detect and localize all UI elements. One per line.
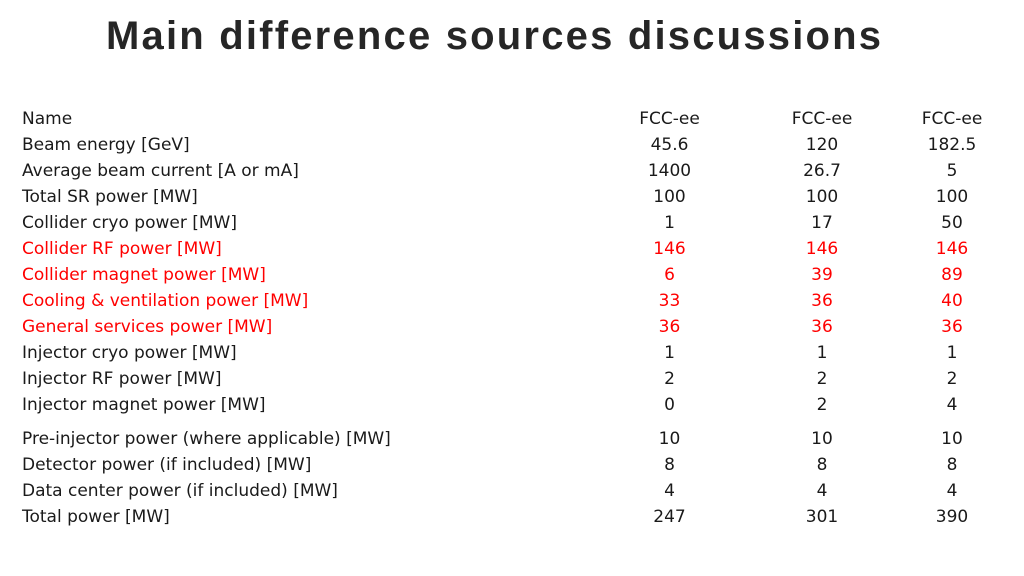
row-value-cell: 36: [658, 317, 681, 337]
table-row-total-power: Total power [MW] 247 301 390: [16, 504, 992, 530]
table-row-total-sr-power: Total SR power [MW] 100 100 100: [16, 184, 992, 210]
row-value-cell: 33: [658, 291, 681, 311]
table-row-injector-cryo-power: Injector cryo power [MW] 1 1 1: [16, 340, 992, 366]
table-row-collider-magnet-power: Collider magnet power [MW] 6 39 89: [16, 262, 992, 288]
power-comparison-table: Name FCC-ee FCC-ee FCC-ee Beam energy [G…: [16, 106, 992, 530]
table-row-general-services-power: General services power [MW] 36 36 36: [16, 314, 992, 340]
table-row-injector-rf-power: Injector RF power [MW] 2 2 2: [16, 366, 992, 392]
header-name-cell: Name: [22, 109, 73, 129]
row-name-cell: Collider magnet power [MW]: [22, 265, 266, 285]
row-value-cell: 8: [816, 455, 828, 475]
row-value-cell: 5: [946, 161, 958, 181]
row-value-cell: 39: [811, 265, 833, 285]
row-value-cell: 182.5: [927, 135, 977, 155]
row-name-cell: Injector cryo power [MW]: [22, 343, 237, 363]
row-value-cell: 247: [653, 507, 686, 527]
table-row-data-center-power: Data center power (if included) [MW] 4 4…: [16, 478, 992, 504]
row-name-cell: Injector RF power [MW]: [22, 369, 222, 389]
row-value-cell: 4: [664, 481, 675, 501]
header-column-2: FCC-ee: [791, 109, 853, 129]
row-name-cell: Detector power (if included) [MW]: [22, 455, 312, 475]
table-row-average-beam-current: Average beam current [A or mA] 1400 26.7…: [16, 158, 992, 184]
table-row-pre-injector-power: Pre-injector power (where applicable) [M…: [16, 418, 992, 452]
table-header-row: Name FCC-ee FCC-ee FCC-ee: [16, 106, 992, 132]
row-name-cell: Average beam current [A or mA]: [22, 161, 299, 181]
row-name-cell: Injector magnet power [MW]: [22, 395, 266, 415]
table-row-cooling-ventilation-power: Cooling & ventilation power [MW] 33 36 4…: [16, 288, 992, 314]
row-value-cell: 4: [946, 481, 958, 501]
row-name-cell: Cooling & ventilation power [MW]: [22, 291, 309, 311]
row-value-cell: 2: [816, 369, 828, 389]
row-value-cell: 1: [816, 343, 828, 363]
row-name-cell: Data center power (if included) [MW]: [22, 481, 338, 501]
row-value-cell: 120: [805, 135, 839, 155]
row-value-cell: 50: [941, 213, 963, 233]
row-value-cell: 2: [946, 369, 958, 389]
row-value-cell: 1: [946, 343, 958, 363]
row-value-cell: 45.6: [650, 135, 689, 155]
row-value-cell: 100: [653, 187, 686, 207]
row-value-cell: 10: [941, 429, 963, 449]
row-value-cell: 89: [941, 265, 963, 285]
row-value-cell: 2: [664, 369, 675, 389]
row-value-cell: 8: [664, 455, 675, 475]
row-value-cell: 10: [811, 429, 833, 449]
row-name-cell: Collider RF power [MW]: [22, 239, 222, 259]
row-value-cell: 100: [805, 187, 839, 207]
slide-title: Main difference sources discussions: [106, 14, 884, 58]
table-row-detector-power: Detector power (if included) [MW] 8 8 8: [16, 452, 992, 478]
row-value-cell: 6: [664, 265, 675, 285]
row-value-cell: 40: [941, 291, 963, 311]
table-row-collider-cryo-power: Collider cryo power [MW] 1 17 50: [16, 210, 992, 236]
row-value-cell: 36: [941, 317, 963, 337]
row-value-cell: 390: [935, 507, 969, 527]
row-value-cell: 17: [811, 213, 833, 233]
row-value-cell: 36: [811, 317, 833, 337]
row-value-cell: 10: [658, 429, 681, 449]
row-value-cell: 26.7: [803, 161, 841, 181]
row-value-cell: 8: [946, 455, 958, 475]
row-value-cell: 4: [946, 395, 958, 415]
row-name-cell: Pre-injector power (where applicable) [M…: [22, 429, 391, 449]
row-value-cell: 0: [664, 395, 675, 415]
header-column-1: FCC-ee: [639, 109, 700, 129]
row-name-cell: Total power [MW]: [22, 507, 170, 527]
row-name-cell: Collider cryo power [MW]: [22, 213, 237, 233]
row-value-cell: 301: [805, 507, 839, 527]
row-value-cell: 1400: [647, 161, 692, 181]
row-value-cell: 1: [664, 343, 675, 363]
row-value-cell: 146: [805, 239, 839, 259]
row-value-cell: 146: [935, 239, 969, 259]
table-row-injector-magnet-power: Injector magnet power [MW] 0 2 4: [16, 392, 992, 418]
row-value-cell: 4: [816, 481, 828, 501]
row-name-cell: Beam energy [GeV]: [22, 135, 190, 155]
row-name-cell: Total SR power [MW]: [22, 187, 198, 207]
row-value-cell: 2: [816, 395, 828, 415]
row-value-cell: 1: [664, 213, 675, 233]
table-row-collider-rf-power: Collider RF power [MW] 146 146 146: [16, 236, 992, 262]
row-value-cell: 100: [935, 187, 969, 207]
row-value-cell: 36: [811, 291, 833, 311]
row-name-cell: General services power [MW]: [22, 317, 273, 337]
row-value-cell: 146: [653, 239, 686, 259]
header-column-3: FCC-ee: [921, 109, 983, 129]
table-row-beam-energy: Beam energy [GeV] 45.6 120 182.5: [16, 132, 992, 158]
